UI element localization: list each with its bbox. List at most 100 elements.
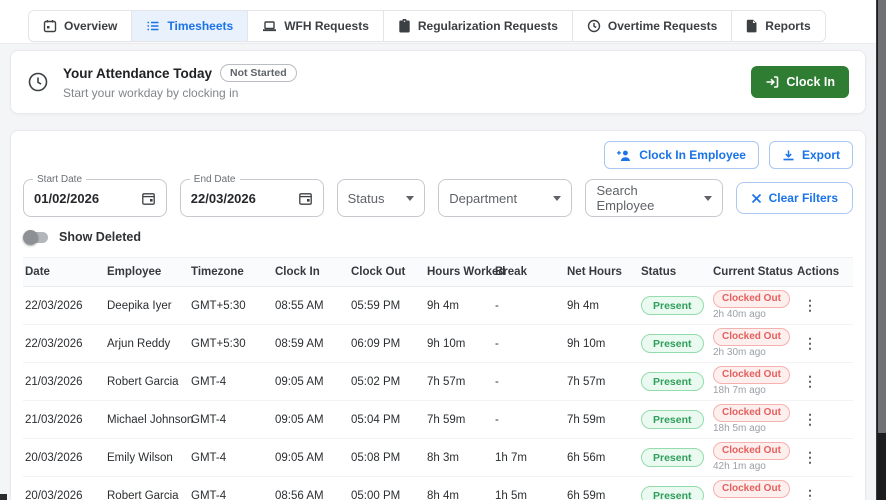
tab-overtime-requests[interactable]: Overtime Requests: [572, 11, 733, 41]
timesheets-table: Date Employee Timezone Clock In Clock Out Hou…: [23, 257, 853, 500]
column-header: Actions: [795, 257, 853, 287]
calendar-icon: [43, 19, 57, 33]
attendance-title: Your Attendance Today: [63, 65, 213, 81]
show-deleted-toggle[interactable]: [23, 229, 50, 245]
start-date-field[interactable]: Start Date 01/02/2026: [23, 174, 167, 217]
current-status-badge: Clocked Out: [713, 328, 790, 346]
kebab-menu-icon[interactable]: ⋮: [803, 297, 817, 313]
cell-break: 1h 7m: [493, 438, 565, 477]
tab-wfh-requests[interactable]: WFH Requests: [248, 11, 384, 41]
cell-net-hours: 6h 56m: [565, 438, 639, 477]
last-seen-text: 42h 1m ago: [713, 460, 766, 472]
cell-employee: Michael Johnson: [105, 400, 193, 439]
cell-hours-worked: 8h 4m: [425, 476, 493, 500]
cell-break: -: [493, 362, 565, 401]
status-select[interactable]: Status: [336, 179, 426, 217]
cell-employee: Deepika Iyer: [105, 286, 189, 325]
calendar-icon[interactable]: [141, 191, 156, 206]
status-badge: Present: [641, 410, 704, 429]
tab-label: Timesheets: [167, 19, 234, 33]
tab-label: Overtime Requests: [607, 19, 718, 33]
tab-overview[interactable]: Overview: [29, 11, 133, 41]
cell-employee: Robert Garcia: [105, 476, 189, 500]
kebab-menu-icon[interactable]: ⋮: [803, 449, 817, 465]
vertical-scrollbar[interactable]: [876, 0, 886, 500]
kebab-menu-icon[interactable]: ⋮: [803, 411, 817, 427]
clock-icon: [587, 19, 601, 33]
show-deleted-label: Show Deleted: [59, 230, 141, 244]
chevron-down-icon: [553, 195, 562, 201]
cell-status: Present: [639, 400, 711, 439]
cell-employee: Robert Garcia: [105, 362, 189, 401]
kebab-menu-icon[interactable]: ⋮: [803, 335, 817, 351]
table-row[interactable]: 22/03/2026 Deepika Iyer GMT+5:30 08:55 A…: [23, 286, 853, 325]
kebab-menu-icon[interactable]: ⋮: [803, 487, 817, 500]
cell-status: Present: [639, 286, 711, 325]
cell-date: 21/03/2026: [23, 400, 105, 439]
search-employee-select[interactable]: Search Employee: [585, 179, 723, 217]
tab-regularization-requests[interactable]: Regularization Requests: [383, 11, 573, 41]
current-status-badge: Clocked Out: [713, 366, 790, 384]
start-date-label: Start Date: [33, 174, 87, 185]
download-icon: [782, 149, 795, 162]
cell-hours-worked: 7h 59m: [425, 400, 493, 439]
cell-clock-in: 09:05 AM: [273, 400, 349, 439]
export-button[interactable]: Export: [768, 141, 853, 169]
current-status-badge: Clocked Out: [713, 480, 790, 498]
attendance-subtitle: Start your workday by clocking in: [63, 86, 239, 100]
cell-hours-worked: 7h 57m: [425, 362, 493, 401]
cell-clock-out: 06:09 PM: [349, 324, 425, 363]
table-body: 22/03/2026 Deepika Iyer GMT+5:30 08:55 A…: [23, 286, 853, 500]
clock-in-employee-button[interactable]: Clock In Employee: [604, 141, 759, 169]
column-header: Hours Worked: [425, 257, 505, 287]
department-select[interactable]: Department: [438, 179, 573, 217]
chevron-down-icon: [703, 195, 712, 201]
cell-timezone: GMT-4: [189, 400, 273, 439]
cell-date: 22/03/2026: [23, 324, 105, 363]
table-row[interactable]: 21/03/2026 Robert Garcia GMT-4 09:05 AM …: [23, 362, 853, 401]
table-header-row: Date Employee Timezone Clock In Clock Out Hou…: [23, 257, 853, 287]
table-row[interactable]: 22/03/2026 Arjun Reddy GMT+5:30 08:59 AM…: [23, 324, 853, 363]
cell-current-status: Clocked Out 2h 40m ago: [711, 286, 795, 325]
clock-in-button[interactable]: Clock In: [751, 66, 849, 98]
status-badge: Present: [641, 334, 704, 353]
last-seen-text: 42h 9m ago: [713, 499, 766, 500]
cell-timezone: GMT+5:30: [189, 286, 273, 325]
timesheets-panel: Clock In Employee Export Start Date 01/0…: [10, 130, 866, 500]
cell-current-status: Clocked Out 42h 9m ago: [711, 476, 795, 500]
cell-hours-worked: 9h 4m: [425, 286, 493, 325]
cell-actions: ⋮: [795, 438, 853, 477]
calendar-icon[interactable]: [298, 191, 313, 206]
cell-clock-out: 05:08 PM: [349, 438, 425, 477]
clear-filters-button[interactable]: Clear Filters: [735, 182, 853, 214]
last-seen-text: 18h 5m ago: [713, 422, 766, 434]
scrollbar-thumb[interactable]: [878, 0, 886, 433]
cell-date: 21/03/2026: [23, 362, 105, 401]
cell-clock-in: 09:05 AM: [273, 438, 349, 477]
end-date-value: 22/03/2026: [190, 190, 256, 206]
laptop-icon: [262, 19, 277, 33]
column-header: Timezone: [189, 257, 273, 287]
cell-break: -: [493, 286, 565, 325]
cell-date: 20/03/2026: [23, 476, 105, 500]
cell-clock-in: 08:59 AM: [273, 324, 349, 363]
end-date-field[interactable]: End Date 22/03/2026: [179, 174, 324, 217]
table-row[interactable]: 20/03/2026 Emily Wilson GMT-4 09:05 AM 0…: [23, 438, 853, 477]
last-seen-text: 2h 40m ago: [713, 308, 766, 320]
attendance-today-card: Your Attendance Today Not Started Start …: [10, 50, 866, 114]
cell-timezone: GMT-4: [189, 362, 273, 401]
kebab-menu-icon[interactable]: ⋮: [803, 373, 817, 389]
tab-timesheets[interactable]: Timesheets: [132, 11, 249, 41]
cell-net-hours: 7h 57m: [565, 362, 639, 401]
cell-status: Present: [639, 476, 711, 500]
current-status-badge: Clocked Out: [713, 442, 790, 460]
last-seen-text: 18h 7m ago: [713, 384, 766, 396]
tab-reports[interactable]: Reports: [732, 11, 825, 41]
table-row[interactable]: 21/03/2026 Michael Johnson GMT-4 09:05 A…: [23, 400, 853, 439]
column-header: Current Status: [711, 257, 795, 287]
corner-mark: [0, 494, 7, 500]
cell-date: 20/03/2026: [23, 438, 105, 477]
last-seen-text: 2h 30m ago: [713, 346, 766, 358]
cell-net-hours: 9h 10m: [565, 324, 639, 363]
table-row[interactable]: 20/03/2026 Robert Garcia GMT-4 08:56 AM …: [23, 476, 853, 500]
